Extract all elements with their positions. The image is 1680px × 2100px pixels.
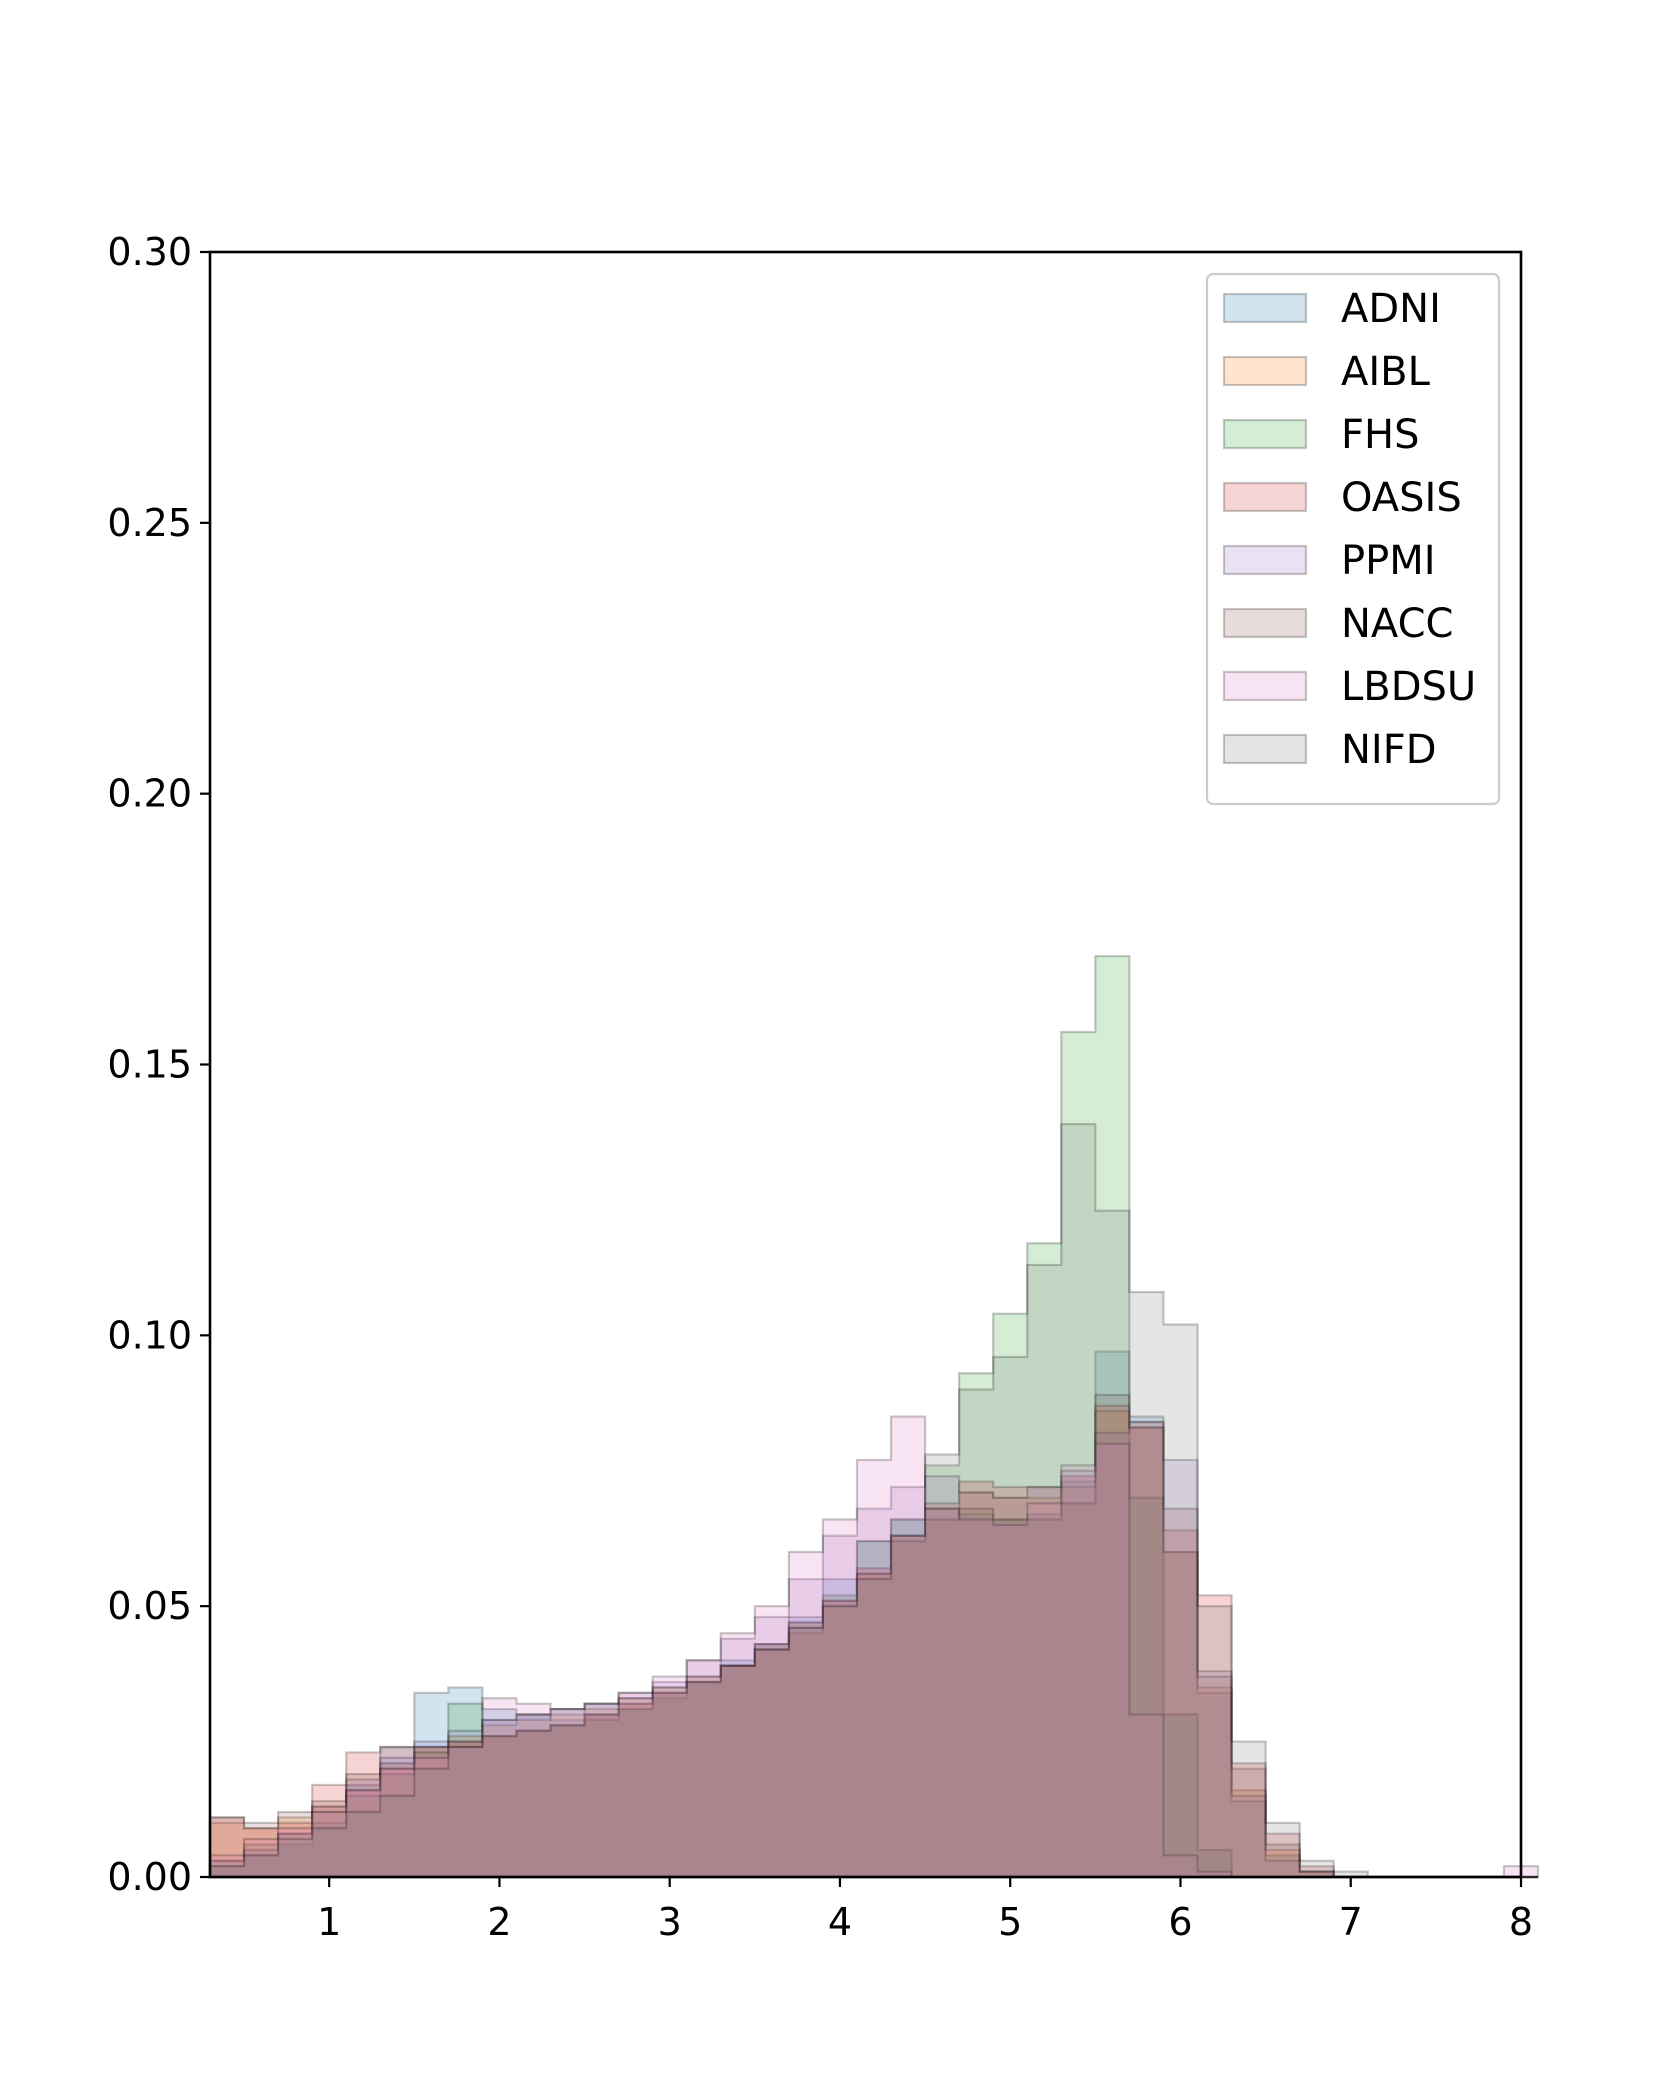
legend-swatch [1222,418,1308,450]
legend-label: AIBL [1341,349,1431,395]
y-tick-label: 0.15 [107,1043,192,1087]
x-tick-label: 5 [998,1900,1022,1944]
legend-label: ADNI [1341,286,1441,332]
bars-nifd [208,1122,1539,1879]
legend-swatch [1222,733,1308,765]
bars-ppmi [208,1420,1539,1879]
legend-label: LBDSU [1341,664,1476,710]
y-tick-label: 0.00 [107,1855,192,1899]
legend-swatch [1222,481,1308,513]
legend-label: FHS [1341,412,1419,458]
legend-item-oasis: OASIS [1222,475,1462,521]
histogram-bars [208,955,1540,1879]
legend-label: NACC [1341,601,1453,647]
y-axis: 0.00 0.05 0.10 0.15 0.20 0.25 0.30 [107,230,210,1899]
y-tick-label: 0.25 [107,501,192,545]
legend-item-lbdsu: LBDSU [1222,664,1476,710]
series-aibl [208,1410,1539,1879]
legend-item-adni: ADNI [1222,286,1441,332]
legend-item-nacc: NACC [1222,601,1453,647]
legend-item-fhs: FHS [1222,412,1419,458]
series-adni [208,1350,1539,1879]
legend-swatch [1222,355,1308,387]
legend-swatch [1222,544,1308,576]
legend-label: OASIS [1341,475,1462,521]
legend-label: NIFD [1341,727,1437,773]
series-oasis [208,1404,1539,1879]
x-tick-label: 7 [1339,1900,1363,1944]
y-tick-label: 0.30 [107,230,192,274]
legend-swatch [1222,292,1308,324]
legend-item-nifd: NIFD [1222,727,1437,773]
bars-nacc [208,1393,1539,1879]
legend-frame [1205,272,1501,806]
y-tick-label: 0.10 [107,1313,192,1357]
series-ppmi [208,1420,1539,1879]
x-tick-label: 4 [828,1900,852,1944]
bars-fhs [208,955,1539,1879]
x-tick-label: 3 [658,1900,682,1944]
series-nifd [208,1122,1539,1879]
legend: ADNI AIBL FHS OASIS PPMI NACC LBDSU NIFD [1205,272,1501,806]
legend-label: PPMI [1341,538,1436,584]
x-tick-label: 1 [317,1900,341,1944]
bars-oasis [208,1404,1539,1879]
legend-item-ppmi: PPMI [1222,538,1436,584]
y-tick-label: 0.20 [107,772,192,816]
x-tick-label: 6 [1168,1900,1192,1944]
x-tick-label: 2 [487,1900,511,1944]
x-axis: 1 2 3 4 5 6 7 8 [317,1877,1533,1944]
y-tick-label: 0.05 [107,1584,192,1628]
legend-swatch [1222,607,1308,639]
bars-aibl [208,1410,1539,1879]
bars-adni [208,1350,1539,1879]
series-fhs [208,955,1539,1879]
legend-swatch [1222,670,1308,702]
legend-item-aibl: AIBL [1222,349,1431,395]
series-nacc [208,1393,1539,1879]
x-tick-label: 8 [1509,1900,1533,1944]
